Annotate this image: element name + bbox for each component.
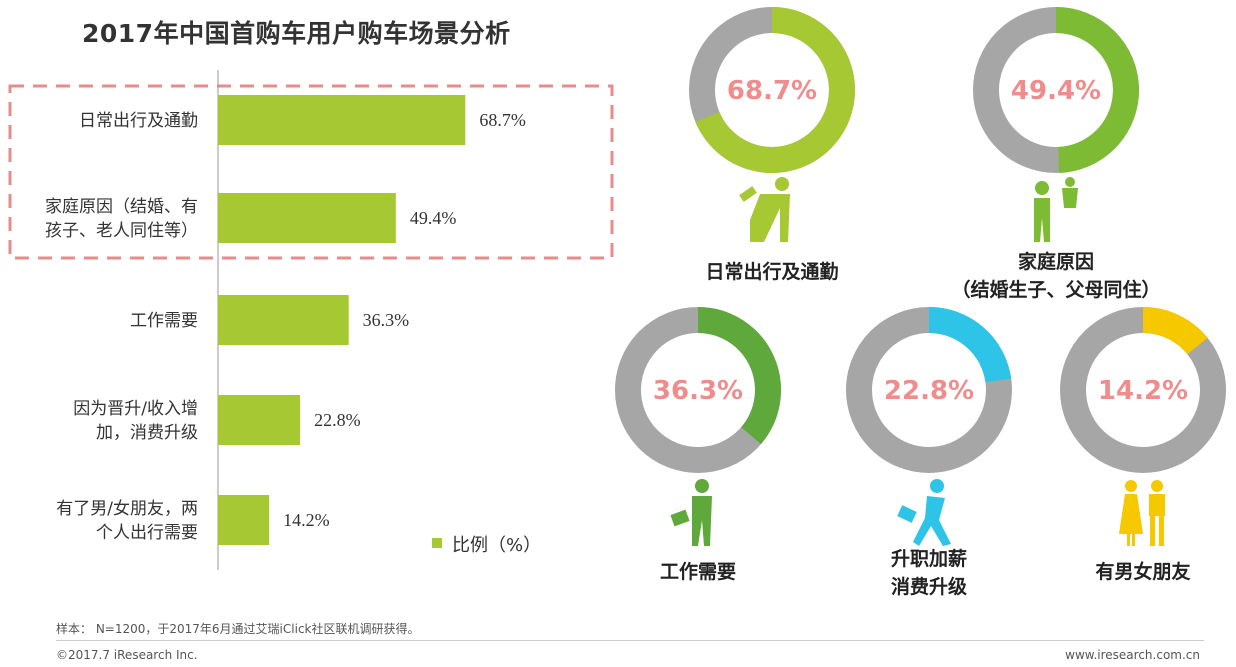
donut-slice bbox=[697, 307, 781, 445]
bar bbox=[218, 193, 396, 243]
bar bbox=[218, 395, 301, 445]
footer-divider bbox=[56, 640, 1204, 641]
donut-percent-label: 68.7% bbox=[727, 76, 817, 106]
bar-chart: 68.7% 日常出行及通勤 49.4% 家庭原因（结婚、有孩子、老人同住等） 36.3%… bbox=[8, 70, 614, 570]
category-label: 因为晋升/收入增 bbox=[73, 399, 198, 419]
bar-value-label: 22.8% bbox=[314, 410, 361, 430]
donut-slice bbox=[928, 307, 1012, 383]
donut-percent-label: 22.8% bbox=[884, 376, 974, 406]
businessman-with-briefcase-icon bbox=[670, 479, 712, 546]
donut-caption: 工作需要 bbox=[660, 560, 736, 583]
category-label: 个人出行需要 bbox=[96, 523, 198, 543]
donut-chart: 36.3% 工作需要 bbox=[615, 307, 781, 583]
category-label: 日常出行及通勤 bbox=[79, 111, 198, 131]
legend-swatch bbox=[432, 538, 442, 548]
donut-caption: 消费升级 bbox=[891, 575, 967, 598]
promotion-runner-icon bbox=[897, 479, 951, 546]
donut-chart: 14.2% 有男女朋友 bbox=[1060, 307, 1226, 583]
sample-note: 样本： N=1200，于2017年6月通过艾瑞iClick社区联机调研获得。 bbox=[56, 622, 420, 636]
donut-caption: 有男女朋友 bbox=[1095, 560, 1190, 583]
donut-slice bbox=[1055, 7, 1139, 173]
bar-value-label: 14.2% bbox=[283, 510, 330, 530]
website-link[interactable]: www.iresearch.com.cn bbox=[1065, 648, 1200, 662]
family-parent-child-icon bbox=[1034, 177, 1078, 242]
bar bbox=[218, 495, 270, 545]
donut-slice bbox=[695, 7, 855, 173]
highlight-box bbox=[8, 84, 614, 260]
chart-title: 2017年中国首购车用户购车场景分析 bbox=[82, 19, 511, 48]
donut-percent-label: 14.2% bbox=[1098, 376, 1188, 406]
bar-value-label: 49.4% bbox=[410, 208, 457, 228]
donut-chart: 49.4% 家庭原因 （结婚生子、父母同住） bbox=[951, 7, 1161, 301]
donut-caption: 升职加薪 bbox=[891, 547, 967, 570]
donut-percent-label: 49.4% bbox=[1011, 76, 1101, 106]
bar bbox=[218, 295, 349, 345]
donut-caption: 日常出行及通勤 bbox=[705, 260, 838, 283]
category-label: 加，消费升级 bbox=[96, 423, 198, 443]
donut-caption: 家庭原因 bbox=[1018, 250, 1094, 273]
category-label: 家庭原因（结婚、有 bbox=[45, 197, 198, 217]
donut-charts: 68.7% 日常出行及通勤 49.4% 家庭原因 （结婚生子、父母同住） 36.3% 工作需… bbox=[615, 7, 1226, 598]
couple-icon bbox=[1119, 480, 1165, 546]
donut-chart: 68.7% 日常出行及通勤 bbox=[689, 7, 855, 283]
legend-label: 比例（%） bbox=[452, 535, 541, 556]
category-label: 孩子、老人同住等） bbox=[45, 221, 198, 241]
bar bbox=[218, 95, 466, 145]
bar-value-label: 36.3% bbox=[363, 310, 410, 330]
category-label: 有了男/女朋友，两 bbox=[56, 499, 198, 519]
copyright: ©2017.7 iResearch Inc. bbox=[56, 648, 198, 662]
donut-caption: （结婚生子、父母同住） bbox=[951, 278, 1160, 301]
category-label: 工作需要 bbox=[130, 311, 198, 331]
commuter-driving-icon bbox=[739, 177, 790, 242]
donut-slice bbox=[1142, 307, 1208, 355]
bar-value-label: 68.7% bbox=[479, 110, 526, 130]
donut-percent-label: 36.3% bbox=[653, 376, 743, 406]
